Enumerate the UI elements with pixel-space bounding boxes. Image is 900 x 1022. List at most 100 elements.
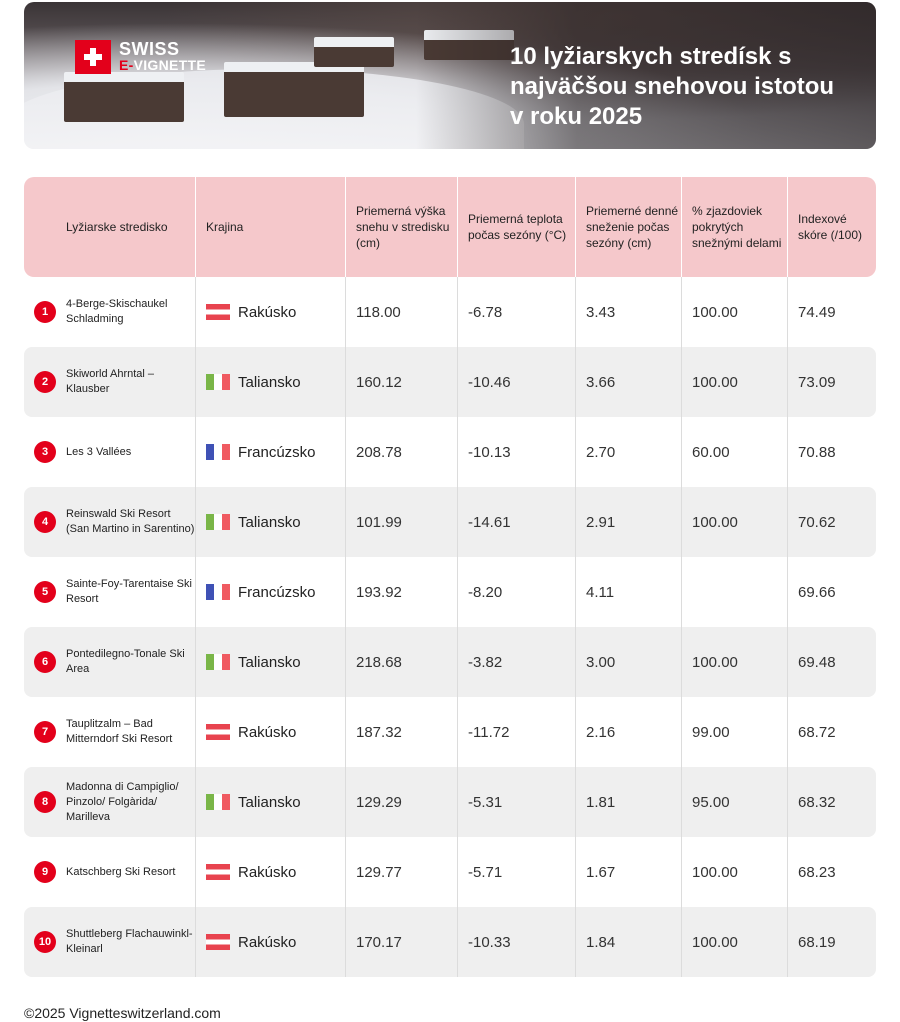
table-row: 2 Skiworld Ahrntal – Klausber Taliansko 160… [24,347,876,417]
resort-cell: 8 Madonna di Campiglio/ Pinzolo/ Folgàrid… [24,767,196,837]
index-score-cell: 69.48 [798,653,836,671]
snow-cannons-cell [682,557,788,627]
snow-depth-cell: 170.17 [346,907,458,977]
resort-name: 4-Berge-Skischaukel Schladming [66,298,168,325]
snow-cannons-cell: 100.00 [682,487,788,557]
country-name: Taliansko [238,373,301,391]
austria-flag-icon [206,934,230,950]
resort-cell: 5 Sainte-Foy-Tarentaise Ski Resort [24,557,196,627]
snowfall-cell: 2.16 [576,697,682,767]
table-row: 9 Katschberg Ski Resort Rakúsko 129.77 -5.71… [24,837,876,907]
snowfall-cell: 2.91 [576,487,682,557]
country-cell: Taliansko [196,767,346,837]
temperature-cell: -10.46 [458,347,576,417]
resort-cell: 9 Katschberg Ski Resort [24,837,196,907]
snow-cannons-cell: 100.00 [682,837,788,907]
index-score-cell: 70.88 [798,443,836,461]
index-score-cell: 68.72 [798,723,836,741]
table-row: 3 Les 3 Vallées Francúzsko 208.78 -10.13 2.70… [24,417,876,487]
index-score-cell: 68.32 [798,793,836,811]
snow-depth-cell: 208.78 [346,417,458,487]
resort-cell: 6 Pontedilegno-Tonale Ski Area [24,627,196,697]
index-score-cell: 73.09 [798,373,836,391]
country-name: Taliansko [238,793,301,811]
italy-flag-icon [206,654,230,670]
rank-badge: 4 [34,511,56,533]
temperature-cell: -8.20 [458,557,576,627]
snow-depth-cell: 101.99 [346,487,458,557]
table-row: 8 Madonna di Campiglio/ Pinzolo/ Folgàrid… [24,767,876,837]
chalet-decoration [64,72,184,122]
rank-badge: 8 [34,791,56,813]
brand-line2: E-VIGNETTE [119,57,206,73]
country-cell: Taliansko [196,627,346,697]
snowfall-cell: 1.84 [576,907,682,977]
header-snow-cannons: % zjazdoviek pokrytých snežnými delami [682,177,788,277]
resort-name: Shuttleberg Flachauwinkl- Kleinarl [66,928,193,955]
table-body: 1 4-Berge-Skischaukel Schladming Rakúsko 11… [24,277,876,977]
snow-depth-cell: 193.92 [346,557,458,627]
index-score-cell: 74.49 [798,303,836,321]
table-row: 7 Tauplitzalm – Bad Mitterndorf Ski Resor… [24,697,876,767]
austria-flag-icon [206,724,230,740]
snow-depth-cell: 160.12 [346,347,458,417]
snowfall-cell: 2.70 [576,417,682,487]
resort-cell: 7 Tauplitzalm – Bad Mitterndorf Ski Resor… [24,697,196,767]
temperature-cell: -5.71 [458,837,576,907]
rank-badge: 1 [34,301,56,323]
banner-shade [416,2,876,149]
table-header: Lyžiarske stredisko Krajina Priemerná vý… [24,177,876,277]
snow-depth-cell: 187.32 [346,697,458,767]
resort-cell: 3 Les 3 Vallées [24,417,196,487]
snow-depth-cell: 129.77 [346,837,458,907]
index-score-cell: 68.19 [798,933,836,951]
snow-cannons-cell: 100.00 [682,277,788,347]
country-cell: Francúzsko [196,417,346,487]
country-name: Rakúsko [238,863,297,881]
resort-name: Les 3 Vallées [66,445,132,458]
country-cell: Rakúsko [196,907,346,977]
resort-name: Madonna di Campiglio/ Pinzolo/ Folgàrida… [66,780,179,823]
header-country: Krajina [196,177,346,277]
header-banner: SWISS E-VIGNETTE 10 lyžiarskych stredísk… [24,2,876,149]
index-score-cell: 69.66 [798,583,836,601]
chalet-decoration [224,62,364,117]
country-cell: Francúzsko [196,557,346,627]
copyright: ©2025 Vignetteswitzerland.com [24,1005,221,1021]
snowfall-cell: 3.43 [576,277,682,347]
italy-flag-icon [206,374,230,390]
italy-flag-icon [206,794,230,810]
country-cell: Rakúsko [196,837,346,907]
rank-badge: 2 [34,371,56,393]
snow-cannons-cell: 100.00 [682,907,788,977]
italy-flag-icon [206,514,230,530]
header-index-score: Indexové skóre (/100) [798,212,863,242]
country-name: Rakúsko [238,303,297,321]
rank-badge: 9 [34,861,56,883]
temperature-cell: -11.72 [458,697,576,767]
table-row: 10 Shuttleberg Flachauwinkl- Kleinarl Rakú… [24,907,876,977]
resort-name: Tauplitzalm – Bad Mitterndorf Ski Resort [66,718,173,745]
snow-cannons-cell: 95.00 [682,767,788,837]
header-resort: Lyžiarske stredisko [24,177,196,277]
snow-depth-cell: 218.68 [346,627,458,697]
snow-cannons-cell: 100.00 [682,627,788,697]
snow-depth-cell: 118.00 [346,277,458,347]
table-row: 1 4-Berge-Skischaukel Schladming Rakúsko 11… [24,277,876,347]
country-cell: Taliansko [196,347,346,417]
snowfall-cell: 3.66 [576,347,682,417]
brand-logo: SWISS E-VIGNETTE [75,40,206,74]
ranking-table: Lyžiarske stredisko Krajina Priemerná vý… [24,177,876,977]
france-flag-icon [206,444,230,460]
country-name: Francúzsko [238,583,316,601]
index-score-cell: 70.62 [798,513,836,531]
header-snowfall: Priemerné denné sneženie počas sezóny (c… [576,177,682,277]
brand-line1: SWISS [119,39,180,59]
rank-badge: 7 [34,721,56,743]
table-row: 6 Pontedilegno-Tonale Ski Area Taliansko 21… [24,627,876,697]
index-score-cell: 68.23 [798,863,836,881]
snowfall-cell: 1.81 [576,767,682,837]
country-name: Francúzsko [238,443,316,461]
rank-badge: 5 [34,581,56,603]
snowfall-cell: 1.67 [576,837,682,907]
